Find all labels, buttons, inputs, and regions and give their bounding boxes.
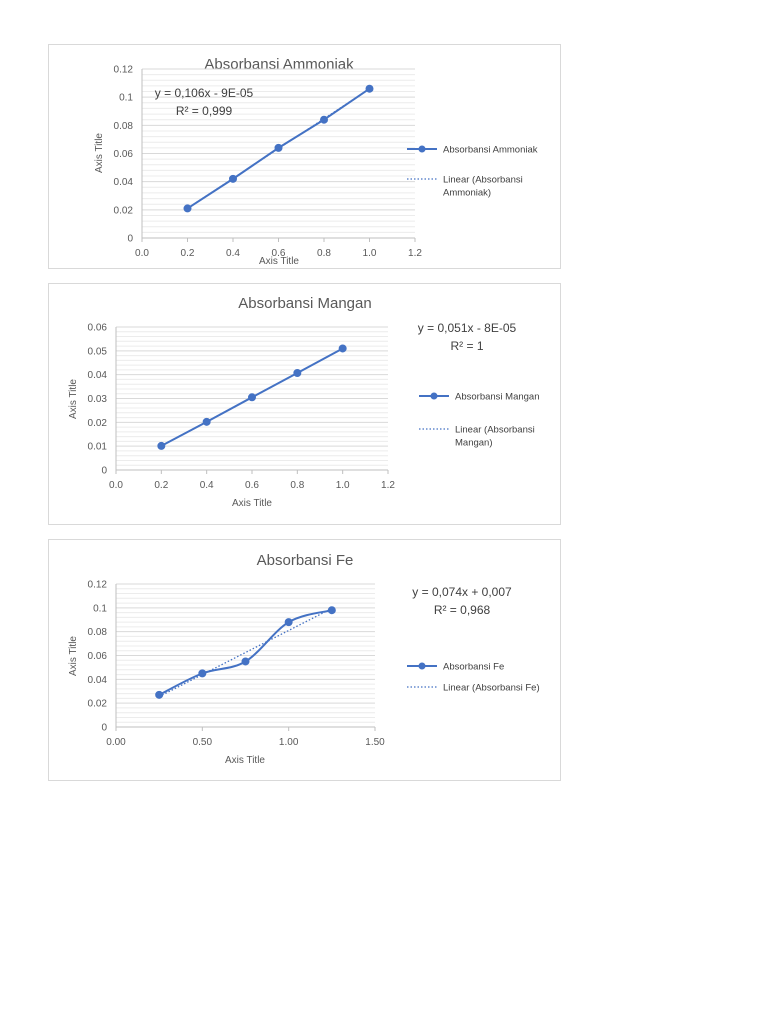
x-tick-label: 0.8 — [317, 248, 331, 259]
chart-fe-svg: Absorbansi Fe 0 0.02 0.04 0.06 0.08 0.1 0.12 0.0… — [68, 552, 540, 766]
data-point — [198, 669, 207, 678]
x-tick-label: 1.0 — [336, 480, 350, 491]
chart-ammoniak-svg: Absorbansi Ammoniak 0 0.02 0.04 0.06 0.08 0.1 0… — [94, 56, 538, 267]
y-tick-label: 0.02 — [88, 699, 108, 710]
y-tick-label: 0.04 — [114, 177, 134, 188]
x-tick-label: 0.2 — [181, 248, 195, 259]
data-point — [241, 657, 250, 666]
data-point — [229, 174, 237, 183]
data-point — [320, 115, 328, 124]
legend-series-label: Absorbansi Mangan — [455, 392, 540, 403]
series-line — [158, 609, 333, 696]
trendline-equation: y = 0,074x + 0,007 — [412, 585, 512, 599]
legend-series-label: Absorbansi Ammoniak — [443, 145, 538, 156]
x-axis-title: Axis Title — [232, 498, 272, 509]
x-axis-title: Axis Title — [259, 256, 299, 267]
chart-title: Absorbansi Mangan — [238, 295, 371, 312]
trendline — [158, 607, 333, 698]
legend-trend-label: Linear (Absorbansi Ammoniak) — [443, 175, 523, 199]
data-point — [183, 204, 192, 213]
x-tick-label: 0.50 — [193, 737, 213, 748]
trendline-r-squared: R² = 0,999 — [176, 104, 233, 118]
y-tick-label: 0.03 — [88, 394, 108, 405]
trendline-r-squared: R² = 0,968 — [434, 603, 491, 617]
y-tick-label: 0.06 — [88, 651, 108, 662]
y-tick-label: 0.08 — [88, 627, 108, 638]
data-point — [248, 393, 256, 402]
x-tick-label: 0.6 — [245, 480, 259, 491]
y-tick-label: 0.02 — [88, 418, 108, 429]
chart-mangan-svg: Absorbansi Mangan 0 0.01 0.02 0.03 0.04 0.05 0.… — [68, 295, 540, 509]
chart-mangan: Absorbansi Mangan 0 0.01 0.02 0.03 0.04 0.05 0.… — [48, 283, 561, 525]
x-tick-label: 1.50 — [365, 737, 385, 748]
y-tick-label: 0.08 — [114, 121, 134, 132]
data-point — [155, 690, 164, 699]
x-tick-label: 0.4 — [200, 480, 214, 491]
y-tick-label: 0.06 — [88, 323, 108, 334]
data-point — [338, 344, 347, 353]
y-tick-label: 0.1 — [119, 93, 133, 104]
data-point — [202, 417, 211, 426]
y-tick-label: 0.02 — [114, 205, 134, 216]
data-point — [293, 368, 302, 377]
y-tick-label: 0 — [101, 466, 107, 477]
data-point — [365, 84, 374, 93]
x-tick-label: 0.0 — [135, 248, 149, 259]
x-tick-label: 1.0 — [363, 248, 377, 259]
trendline-equation: y = 0,106x - 9E-05 — [155, 86, 254, 100]
x-axis-title: Axis Title — [225, 755, 265, 766]
y-tick-label: 0.01 — [88, 442, 108, 453]
y-tick-label: 0.1 — [93, 603, 107, 614]
x-tick-label: 0.0 — [109, 480, 123, 491]
x-tick-label: 0.4 — [226, 248, 240, 259]
legend-series-label: Absorbansi Fe — [443, 662, 504, 673]
data-point — [284, 618, 293, 627]
x-tick-label: 1.2 — [381, 480, 395, 491]
y-tick-label: 0.12 — [88, 580, 108, 591]
y-tick-label: 0 — [101, 723, 107, 734]
y-tick-label: 0.04 — [88, 675, 108, 686]
data-point — [157, 441, 166, 450]
x-tick-label: 0.8 — [290, 480, 304, 491]
y-axis-title: Axis Title — [68, 636, 79, 676]
trendline-equation: y = 0,051x - 8E-05 — [418, 321, 517, 335]
x-tick-label: 1.2 — [408, 248, 422, 259]
chart-ammoniak: Absorbansi Ammoniak 0 0.02 0.04 0.06 0.08 0.1 0… — [48, 44, 561, 269]
trendline-r-squared: R² = 1 — [450, 339, 483, 353]
y-tick-label: 0.05 — [88, 346, 108, 357]
y-axis-title: Axis Title — [68, 379, 79, 419]
y-tick-label: 0.06 — [114, 149, 134, 160]
data-point — [274, 143, 283, 152]
y-tick-label: 0.12 — [114, 65, 134, 76]
legend-trend-label: Linear (Absorbansi Mangan) — [455, 425, 535, 449]
chart-title: Absorbansi Ammoniak — [204, 56, 354, 73]
legend-series-marker — [418, 145, 426, 153]
y-axis-title: Axis Title — [94, 133, 105, 173]
y-tick-label: 0 — [127, 234, 133, 245]
legend-series-marker — [418, 662, 426, 670]
x-tick-label: 0.00 — [106, 737, 126, 748]
x-tick-label: 1.00 — [279, 737, 299, 748]
chart-fe: Absorbansi Fe 0 0.02 0.04 0.06 0.08 0.1 0.12 0.0… — [48, 539, 561, 781]
legend-trend-label: Linear (Absorbansi Fe) — [443, 683, 540, 694]
x-tick-label: 0.6 — [272, 248, 286, 259]
y-tick-label: 0.04 — [88, 370, 108, 381]
data-point — [327, 606, 336, 615]
legend-series-marker — [430, 392, 438, 400]
x-tick-label: 0.2 — [154, 480, 168, 491]
chart-title: Absorbansi Fe — [257, 552, 354, 569]
